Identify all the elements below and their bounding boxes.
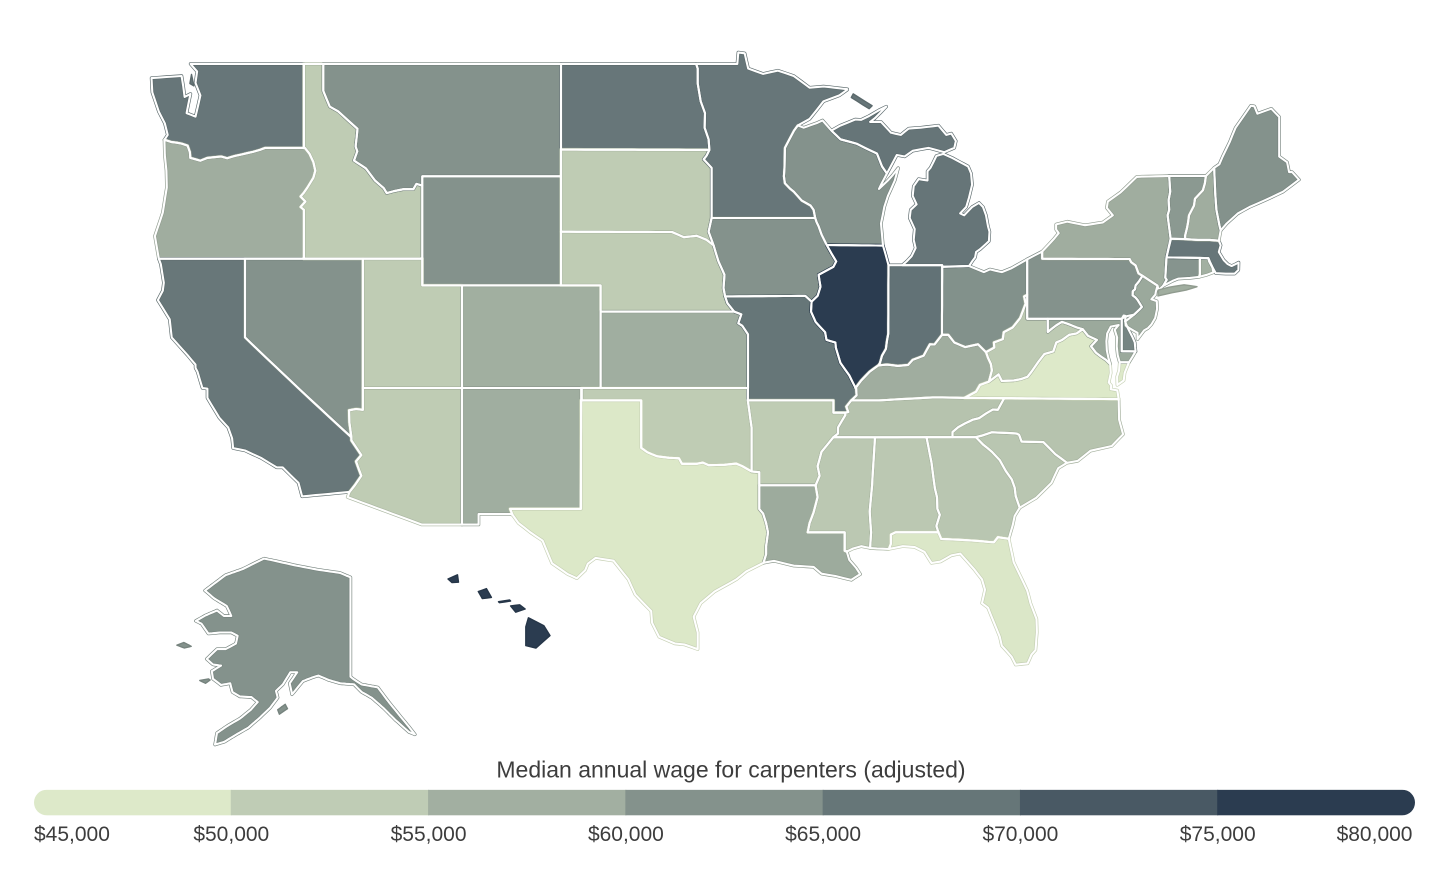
svg-text:$60,000: $60,000 (588, 823, 664, 846)
svg-text:$75,000: $75,000 (1180, 823, 1256, 846)
svg-text:$45,000: $45,000 (34, 823, 110, 846)
svg-text:$55,000: $55,000 (391, 823, 467, 846)
svg-text:$65,000: $65,000 (785, 823, 861, 846)
svg-text:$80,000: $80,000 (1337, 823, 1413, 846)
svg-text:Median annual wage for carpent: Median annual wage for carpenters (adjus… (496, 757, 965, 783)
svg-text:$50,000: $50,000 (193, 823, 269, 846)
svg-text:$70,000: $70,000 (982, 823, 1058, 846)
